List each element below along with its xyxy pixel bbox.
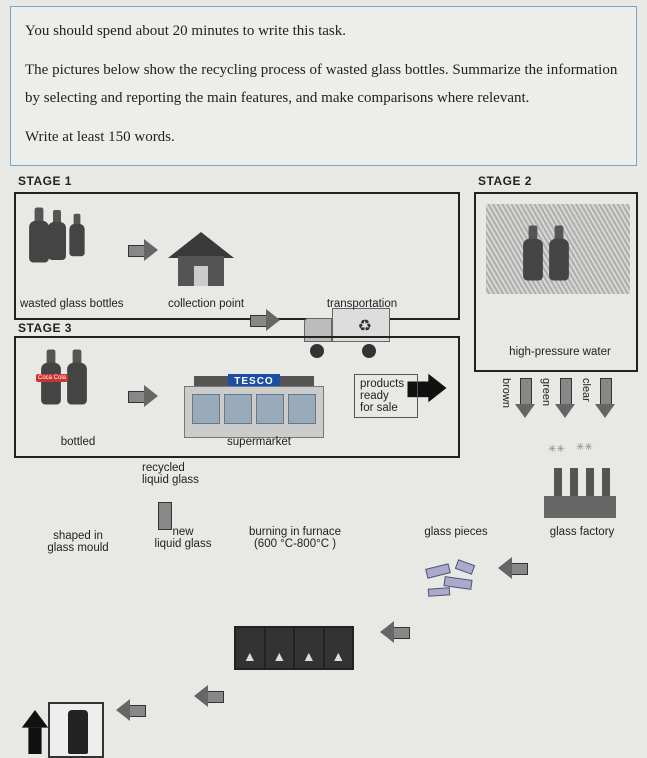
- stage3-label: STAGE 3: [18, 321, 72, 335]
- task-box: You should spend about 20 minutes to wri…: [10, 6, 637, 166]
- bottled-label: bottled: [48, 436, 108, 448]
- products-l3: for sale: [360, 402, 398, 414]
- stage1-label: STAGE 1: [18, 174, 72, 188]
- products-l1: products: [360, 378, 404, 390]
- pieces-label: glass pieces: [418, 526, 494, 538]
- furnace-icon: ▲ ▲ ▲ ▲: [234, 626, 354, 670]
- stage2-label: STAGE 2: [478, 174, 532, 188]
- new-liquid-l1: new: [172, 526, 193, 538]
- factory-icon: ✳✳ ✳✳: [544, 454, 616, 518]
- brown-label: brown: [500, 378, 512, 408]
- mould-l2: glass mould: [47, 542, 108, 554]
- arrow-down-icon: [556, 378, 574, 418]
- supermarket-icon: TESCO: [184, 376, 324, 438]
- arrow-down-icon: [596, 378, 614, 418]
- glass-pieces-icon: [422, 560, 484, 604]
- glass-mould-icon: [48, 702, 104, 758]
- mould-l1: shaped in: [53, 530, 103, 542]
- wasted-label: wasted glass bottles: [20, 298, 150, 310]
- green-label: green: [540, 378, 552, 406]
- arrow-icon: [116, 700, 146, 720]
- bottled-icon: Coca Cola: [42, 352, 86, 407]
- diagram: STAGE 1 STAGE 2 STAGE 3 wasted glass bot…: [8, 174, 639, 610]
- stage3-panel: Coca Cola bottled TESCO supermarket prod…: [14, 336, 460, 458]
- furnace-label-1: burning in furnace: [249, 526, 341, 538]
- collection-label: collection point: [158, 298, 254, 310]
- supermarket-label: supermarket: [214, 436, 304, 448]
- elbow-arrow-icon: [158, 502, 172, 530]
- arrow-icon: [128, 240, 158, 260]
- products-l2: ready: [360, 390, 389, 402]
- task-words: Write at least 150 words.: [25, 123, 622, 152]
- arrow-icon: [194, 686, 224, 706]
- stage1-panel: wasted glass bottles collection point ♻ …: [14, 192, 460, 320]
- hpw-label: high-pressure water: [496, 346, 624, 358]
- arrow-icon: [498, 558, 528, 578]
- factory-label: glass factory: [540, 526, 624, 538]
- collection-point-icon: [172, 234, 230, 284]
- cola-badge: Coca Cola: [36, 374, 68, 382]
- task-time: You should spend about 20 minutes to wri…: [25, 17, 622, 46]
- washing-bottles-icon: [524, 228, 568, 283]
- transport-label: transportation: [312, 298, 412, 310]
- arrow-icon: [128, 386, 158, 406]
- new-liquid-l2: liquid glass: [155, 538, 212, 550]
- recycled-l2: liquid glass: [142, 474, 199, 486]
- arrow-up-icon: [23, 710, 47, 754]
- recycled-l1: recycled: [142, 462, 185, 474]
- furnace-label-2: (600 °C-800°C ): [254, 538, 336, 550]
- arrow-icon: [380, 622, 410, 642]
- bottles-icon: [30, 210, 86, 265]
- task-prompt: The pictures below show the recycling pr…: [25, 56, 622, 113]
- clear-label: clear: [580, 378, 592, 402]
- arrow-down-icon: [516, 378, 534, 418]
- stage2-panel: high-pressure water: [474, 192, 638, 372]
- arrow-icon: [250, 310, 280, 330]
